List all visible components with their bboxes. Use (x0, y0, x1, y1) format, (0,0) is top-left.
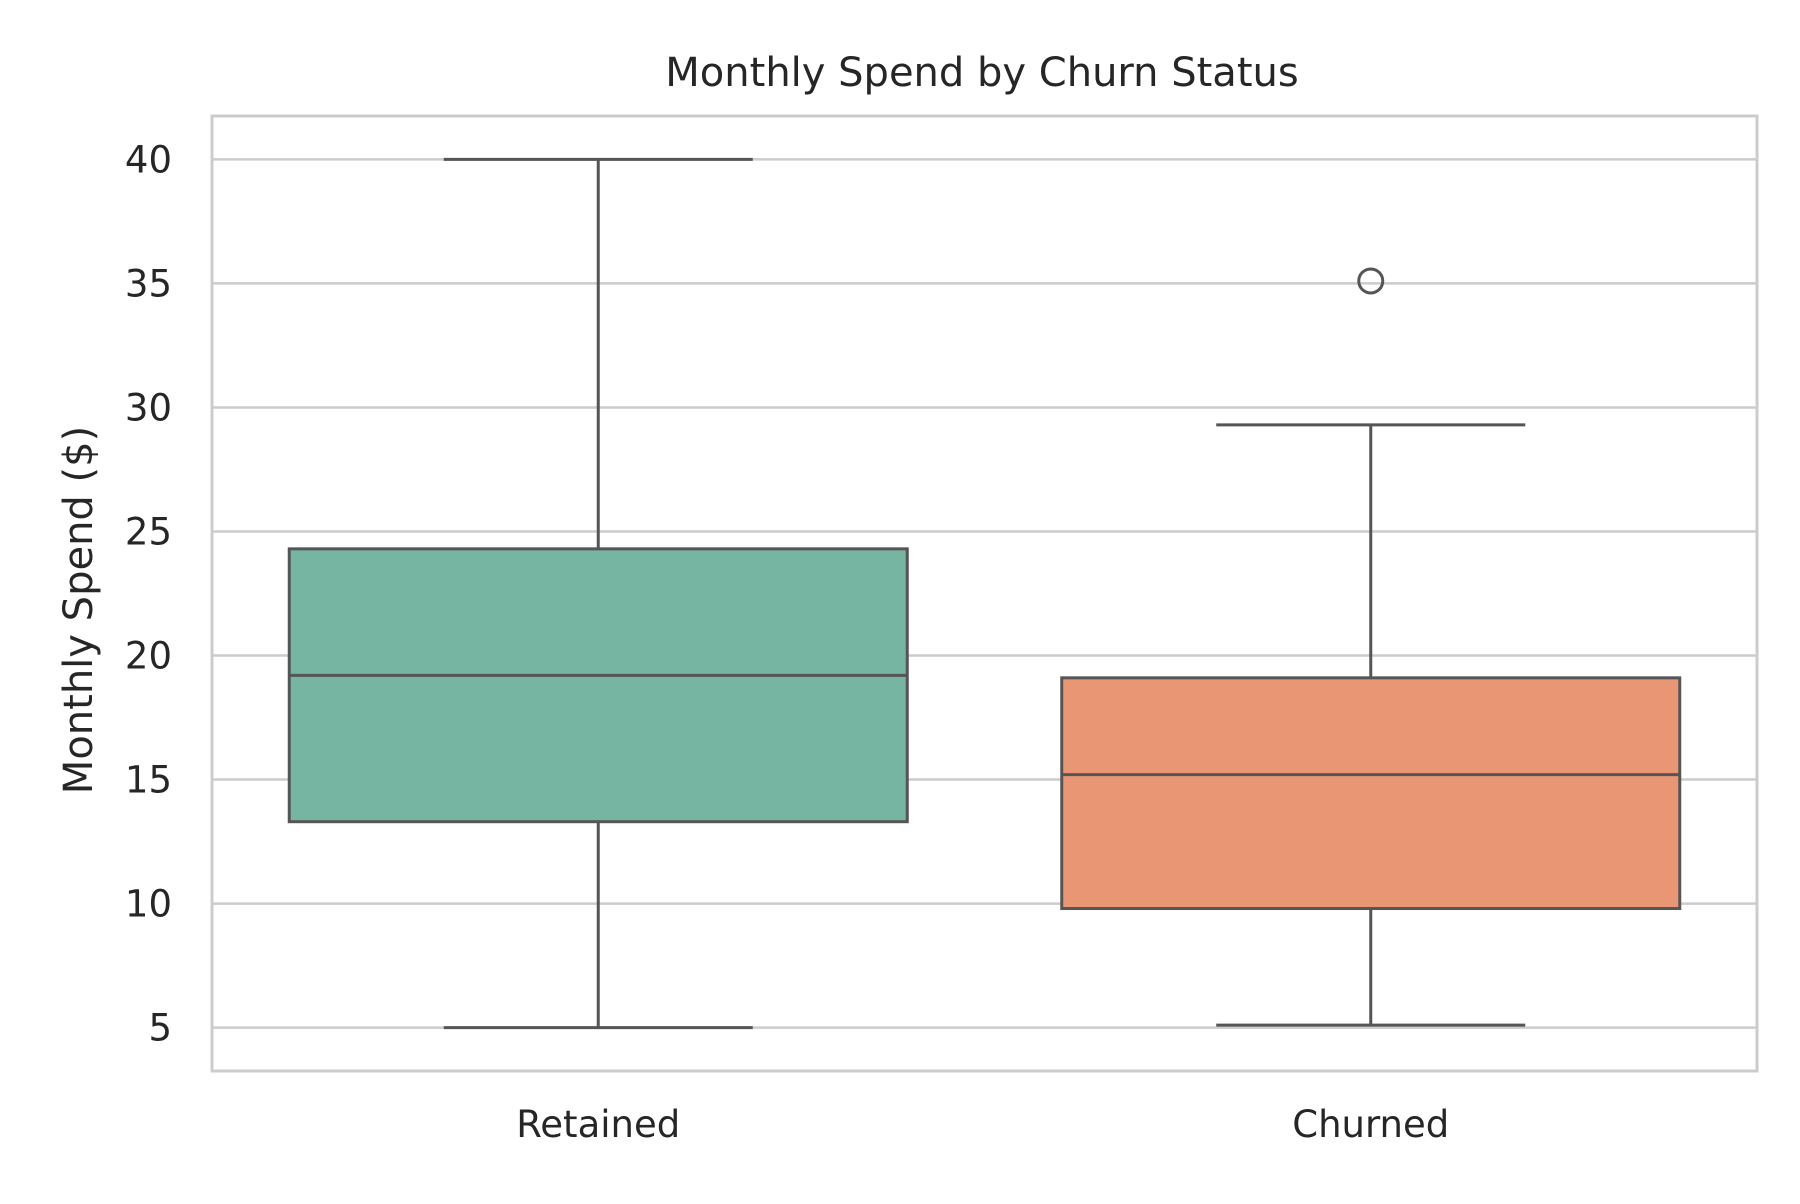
iqr-box (1060, 676, 1682, 911)
box-layer (287, 157, 1682, 1030)
y-tick-label: 20 (125, 635, 172, 678)
y-tick-label: 35 (125, 262, 172, 305)
x-tick-label: Churned (1292, 1103, 1449, 1146)
iqr-box (287, 547, 909, 824)
x-tick-labels: Retained Churned (516, 1103, 1449, 1146)
chart-title: Monthly Spend by Churn Status (665, 50, 1298, 96)
box-group-churned (1060, 267, 1682, 1027)
y-tick-label: 15 (125, 759, 172, 802)
y-tick-label: 5 (148, 1007, 172, 1050)
y-axis-label: Monthly Spend ($) (56, 426, 102, 794)
y-tick-label: 30 (125, 386, 172, 429)
box-group-retained (287, 157, 909, 1030)
y-tick-label: 40 (125, 138, 172, 181)
y-tick-label: 10 (125, 883, 172, 926)
outlier-point (1357, 267, 1385, 295)
y-tick-label: 25 (125, 510, 172, 553)
x-tick-label: Retained (516, 1103, 680, 1146)
y-tick-labels: 5 10 15 20 25 30 35 40 (125, 138, 172, 1049)
plot-frame (210, 114, 1759, 1073)
